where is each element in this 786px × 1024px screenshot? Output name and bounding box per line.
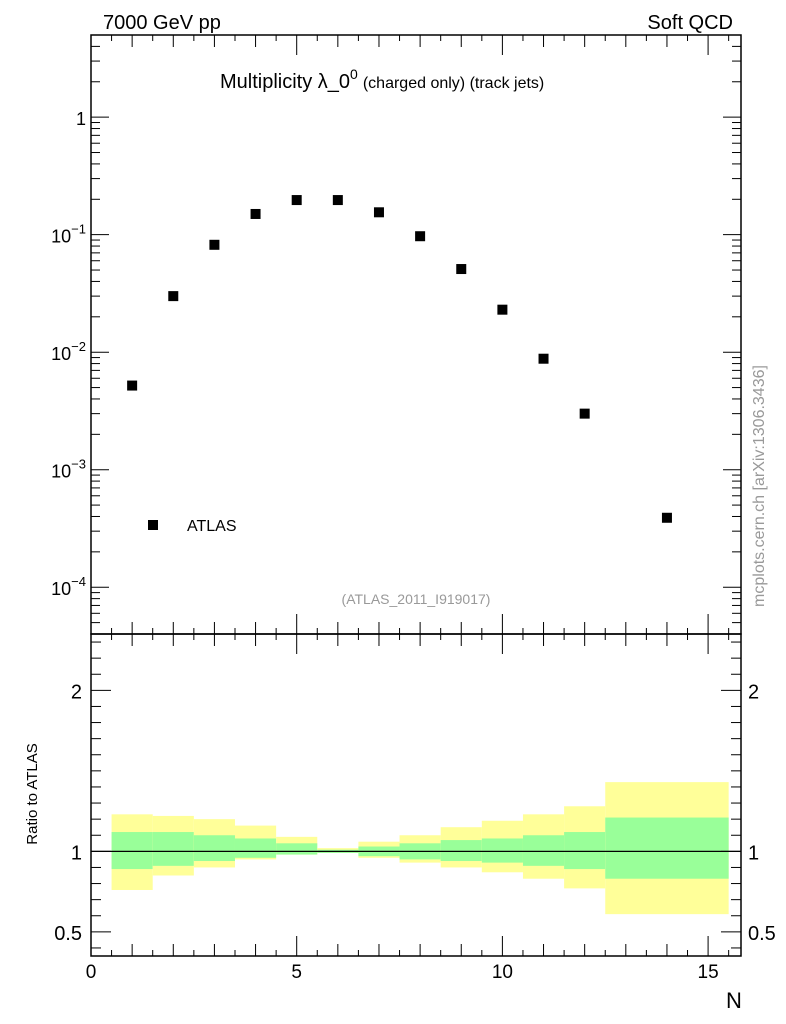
ratio-band-inner-2 — [193, 835, 235, 862]
ratio-y-tick-label-right-0: 0.5 — [748, 923, 776, 945]
ratio-y-tick-label-left-0: 0.5 — [54, 923, 82, 945]
ratio-band-inner-11 — [564, 832, 606, 870]
plot-title-subtitle: (charged only) (track jets) — [363, 75, 544, 92]
data-point-6 — [373, 207, 384, 218]
ratio-band-inner-3 — [234, 838, 277, 858]
data-point-0 — [127, 380, 138, 391]
data-markers — [127, 195, 672, 523]
y-tick-label-mantissa: 1 — [76, 109, 86, 129]
ratio-band-inner-8 — [440, 840, 482, 862]
data-point-10 — [538, 353, 549, 364]
side-label: mcplots.cern.ch [arXiv:1306.3436] — [751, 365, 768, 607]
ratio-y-tick-label-left-2: 2 — [71, 681, 82, 703]
header-right: Soft QCD — [647, 12, 733, 34]
data-point-2 — [209, 239, 220, 250]
ratio-band-inner-12 — [605, 817, 729, 879]
data-point-1 — [168, 291, 179, 302]
data-point-8 — [456, 264, 467, 275]
y-tick-label-0: 10−4 — [51, 574, 86, 599]
legend-marker — [148, 520, 158, 530]
y-tick-label-mantissa: 10 — [51, 344, 71, 364]
plot-title: Multiplicity λ_00 (charged only) (track j… — [220, 66, 544, 93]
analysis-tag: (ATLAS_2011_I919017) — [342, 591, 491, 607]
ratio-band-inner-9 — [481, 838, 523, 863]
data-point-5 — [332, 195, 343, 206]
ratio-band-inner-0 — [111, 832, 153, 870]
ratio-y-tick-label-right-2: 2 — [748, 681, 759, 703]
main-plot-frame — [90, 34, 742, 635]
y-tick-label-4: 1 — [76, 109, 86, 129]
data-point-12 — [661, 512, 672, 523]
y-tick-label-exponent: −3 — [71, 457, 86, 472]
y-tick-label-exponent: −2 — [71, 339, 86, 354]
ratio-band-inner-10 — [522, 835, 565, 866]
x-axis-label: N — [726, 988, 742, 1013]
x-tick-label-1: 5 — [291, 962, 302, 983]
ratio-y-tick-label-right-1: 1 — [748, 842, 759, 864]
y-tick-label-mantissa: 10 — [51, 579, 71, 599]
tick-labels: 10−410−310−210−110 5 10 150.5 0.51 12 2 — [51, 109, 776, 983]
ratio-y-tick-label-left-1: 1 — [71, 842, 82, 864]
x-tick-label-2: 10 — [492, 962, 513, 983]
y-tick-label-mantissa: 10 — [51, 227, 71, 247]
legend-label: ATLAS — [187, 518, 237, 535]
x-tick-label-0: 0 — [86, 962, 97, 983]
y-tick-label-3: 10−1 — [51, 222, 86, 247]
ratio-band-inner-1 — [152, 832, 194, 866]
header-left: 7000 GeV pp — [103, 12, 221, 34]
data-point-11 — [579, 408, 590, 419]
y-tick-label-2: 10−2 — [51, 339, 86, 364]
data-point-7 — [415, 231, 426, 242]
ratio-bands — [111, 782, 729, 915]
axis-ticks — [90, 34, 741, 956]
y-tick-label-exponent: −1 — [71, 222, 86, 237]
y-tick-label-exponent: −4 — [71, 574, 86, 589]
plot-title-superscript: 0 — [350, 66, 358, 82]
y-tick-label-1: 10−3 — [51, 457, 86, 482]
x-tick-label-3: 15 — [698, 962, 719, 983]
data-point-4 — [291, 195, 302, 206]
data-point-9 — [497, 304, 508, 315]
ratio-ylabel: Ratio to ATLAS — [24, 743, 41, 844]
plot-title-main: Multiplicity λ_0 — [220, 71, 350, 93]
y-tick-label-mantissa: 10 — [51, 462, 71, 482]
ratio-plot-frame — [90, 633, 742, 957]
data-point-3 — [250, 208, 261, 219]
ratio-band-inner-4 — [276, 843, 318, 855]
